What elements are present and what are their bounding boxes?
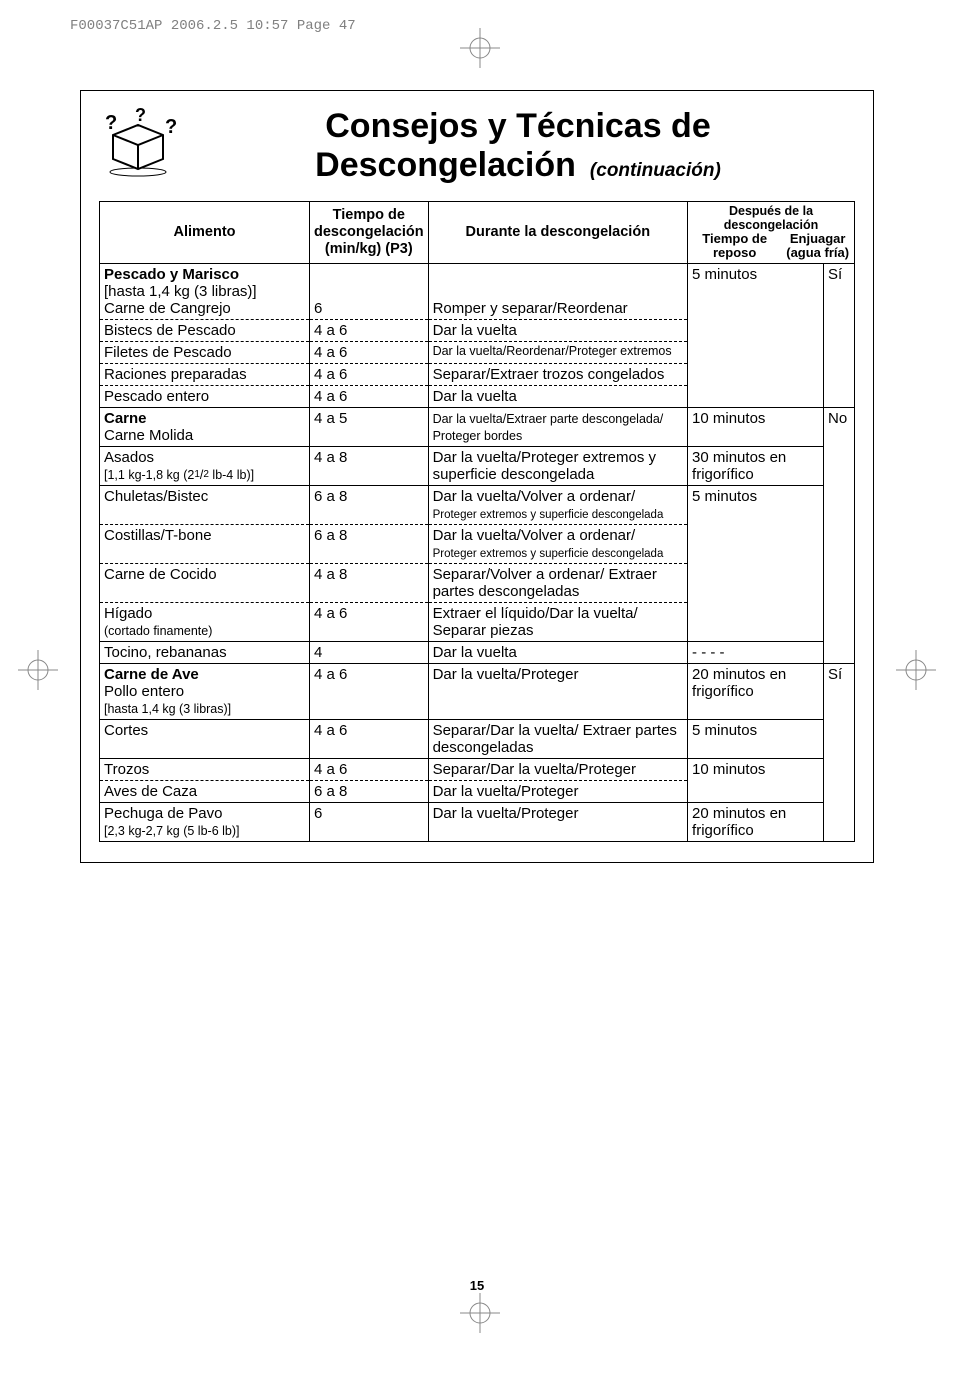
tips-cube-icon: ? ? ? <box>93 107 183 177</box>
table-row: CarneCarne Molida4 a 5Dar la vuelta/Extr… <box>100 407 855 446</box>
continuation-label: (continuación) <box>590 160 721 182</box>
title-line-2: Descongelación <box>315 146 576 185</box>
rinse: Sí <box>824 663 855 841</box>
registration-mark-icon <box>896 650 936 690</box>
rest-time: 10 minutos <box>688 407 824 446</box>
rest-time: 5 minutos <box>688 485 824 641</box>
title-line-1: Consejos y Técnicas de <box>325 107 711 145</box>
col-food-header: Alimento <box>100 202 310 264</box>
rest-time: 20 minutos en frigorífico <box>688 663 824 719</box>
table-row: Asados[1,1 kg-1,8 kg (21/2 lb-4 lb)]4 a … <box>100 446 855 485</box>
table-row: Pescado y Marisco[hasta 1,4 kg (3 libras… <box>100 263 855 319</box>
svg-text:?: ? <box>105 112 117 134</box>
table-row: Tocino, rebananas4Dar la vuelta- - - - <box>100 641 855 663</box>
table-header-row: Alimento Tiempo de descongelación (min/k… <box>100 202 855 264</box>
page-title: Consejos y Técnicas de Descongelación (c… <box>183 107 853 185</box>
svg-text:?: ? <box>135 107 146 125</box>
content-frame: ? ? ? Consejos y Técnicas de Descongelac… <box>80 90 874 863</box>
registration-mark-icon <box>18 650 58 690</box>
rest-time: 10 minutos <box>688 758 824 802</box>
registration-mark-icon <box>460 1293 500 1333</box>
svg-text:?: ? <box>165 116 177 138</box>
rest-time: - - - - <box>688 641 824 663</box>
print-job-header: F00037C51AP 2006.2.5 10:57 Page 47 <box>70 18 356 34</box>
defrost-table: Alimento Tiempo de descongelación (min/k… <box>99 201 855 842</box>
rinse: No <box>824 407 855 663</box>
page-number: 15 <box>0 1278 954 1293</box>
rinse: Sí <box>824 263 855 407</box>
rest-time: 20 minutos en frigorífico <box>688 802 824 841</box>
registration-mark-icon <box>460 28 500 68</box>
table-row: Carne de AvePollo entero[hasta 1,4 kg (3… <box>100 663 855 719</box>
table-row: Pechuga de Pavo[2,3 kg-2,7 kg (5 lb-6 lb… <box>100 802 855 841</box>
rest-time: 5 minutos <box>688 719 824 758</box>
table-row: Chuletas/Bistec6 a 8Dar la vuelta/Volver… <box>100 485 855 524</box>
table-row: Trozos4 a 6Separar/Dar la vuelta/Protege… <box>100 758 855 780</box>
title-block: ? ? ? Consejos y Técnicas de Descongelac… <box>81 91 873 191</box>
rest-time: 5 minutos <box>688 263 824 407</box>
col-time-header: Tiempo de descongelación (min/kg) (P3) <box>310 202 429 264</box>
page: F00037C51AP 2006.2.5 10:57 Page 47 ? ? <box>0 0 954 1383</box>
table-row: Cortes4 a 6Separar/Dar la vuelta/ Extrae… <box>100 719 855 758</box>
col-after-header: Después de la descongelación Tiempo de r… <box>688 202 855 264</box>
rest-time: 30 minutos en frigorífico <box>688 446 824 485</box>
col-during-header: Durante la descongelación <box>428 202 687 264</box>
